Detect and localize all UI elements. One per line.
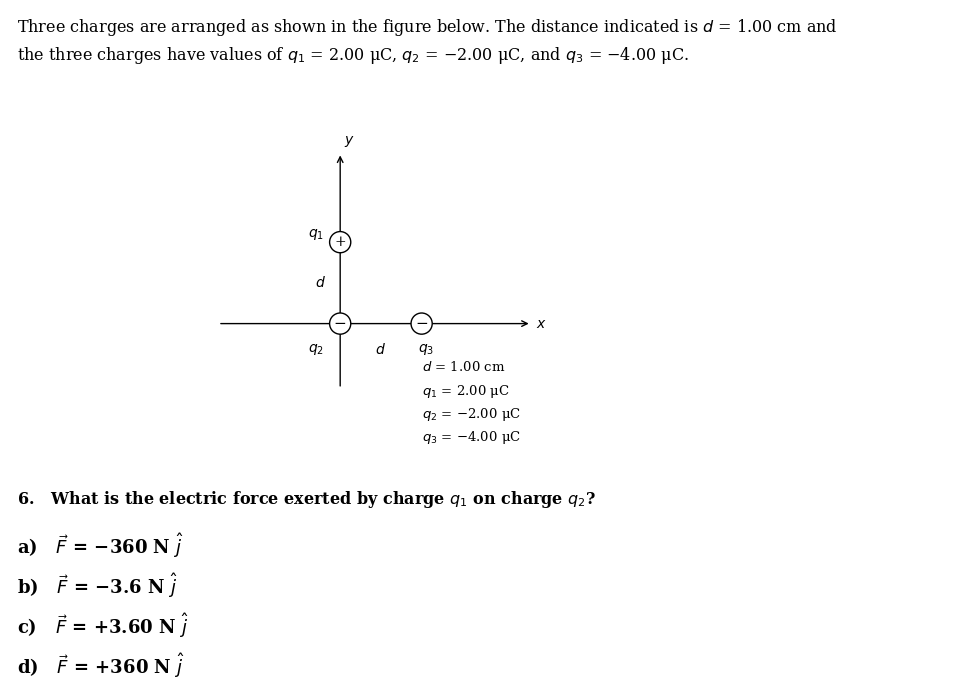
Text: +: +: [334, 235, 346, 249]
Text: $d$: $d$: [314, 276, 325, 290]
Circle shape: [329, 313, 351, 335]
Text: $q_2$: $q_2$: [308, 341, 324, 357]
Text: $q_3$: $q_3$: [417, 341, 434, 357]
Text: $d$ = 1.00 cm: $d$ = 1.00 cm: [421, 360, 504, 374]
Text: 6.   What is the electric force exerted by charge $q_1$ on charge $q_2$?: 6. What is the electric force exerted by…: [17, 489, 596, 510]
Circle shape: [411, 313, 432, 335]
Text: c)   $\vec{F}$ = +3.60 N $\hat{j}$: c) $\vec{F}$ = +3.60 N $\hat{j}$: [17, 611, 189, 640]
Text: $y$: $y$: [344, 133, 355, 149]
Text: a)   $\vec{F}$ = −360 N $\hat{j}$: a) $\vec{F}$ = −360 N $\hat{j}$: [17, 531, 183, 559]
Text: $q_1$: $q_1$: [308, 226, 324, 242]
Text: −: −: [415, 316, 428, 330]
Text: $q_2$ = −2.00 μC: $q_2$ = −2.00 μC: [421, 406, 520, 423]
Text: d)   $\vec{F}$ = +360 N $\hat{j}$: d) $\vec{F}$ = +360 N $\hat{j}$: [17, 652, 184, 680]
Text: $q_3$ = −4.00 μC: $q_3$ = −4.00 μC: [421, 429, 520, 446]
Text: the three charges have values of $q_1$ = 2.00 μC, $q_2$ = −2.00 μC, and $q_3$ = : the three charges have values of $q_1$ =…: [17, 45, 688, 66]
Text: Three charges are arranged as shown in the figure below. The distance indicated : Three charges are arranged as shown in t…: [17, 17, 837, 38]
Text: $q_1$ = 2.00 μC: $q_1$ = 2.00 μC: [421, 383, 509, 400]
Text: $d$: $d$: [375, 341, 386, 357]
Text: $x$: $x$: [535, 316, 546, 330]
Circle shape: [329, 232, 351, 253]
Text: −: −: [334, 316, 346, 330]
Text: b)   $\vec{F}$ = −3.6 N $\hat{j}$: b) $\vec{F}$ = −3.6 N $\hat{j}$: [17, 571, 178, 600]
